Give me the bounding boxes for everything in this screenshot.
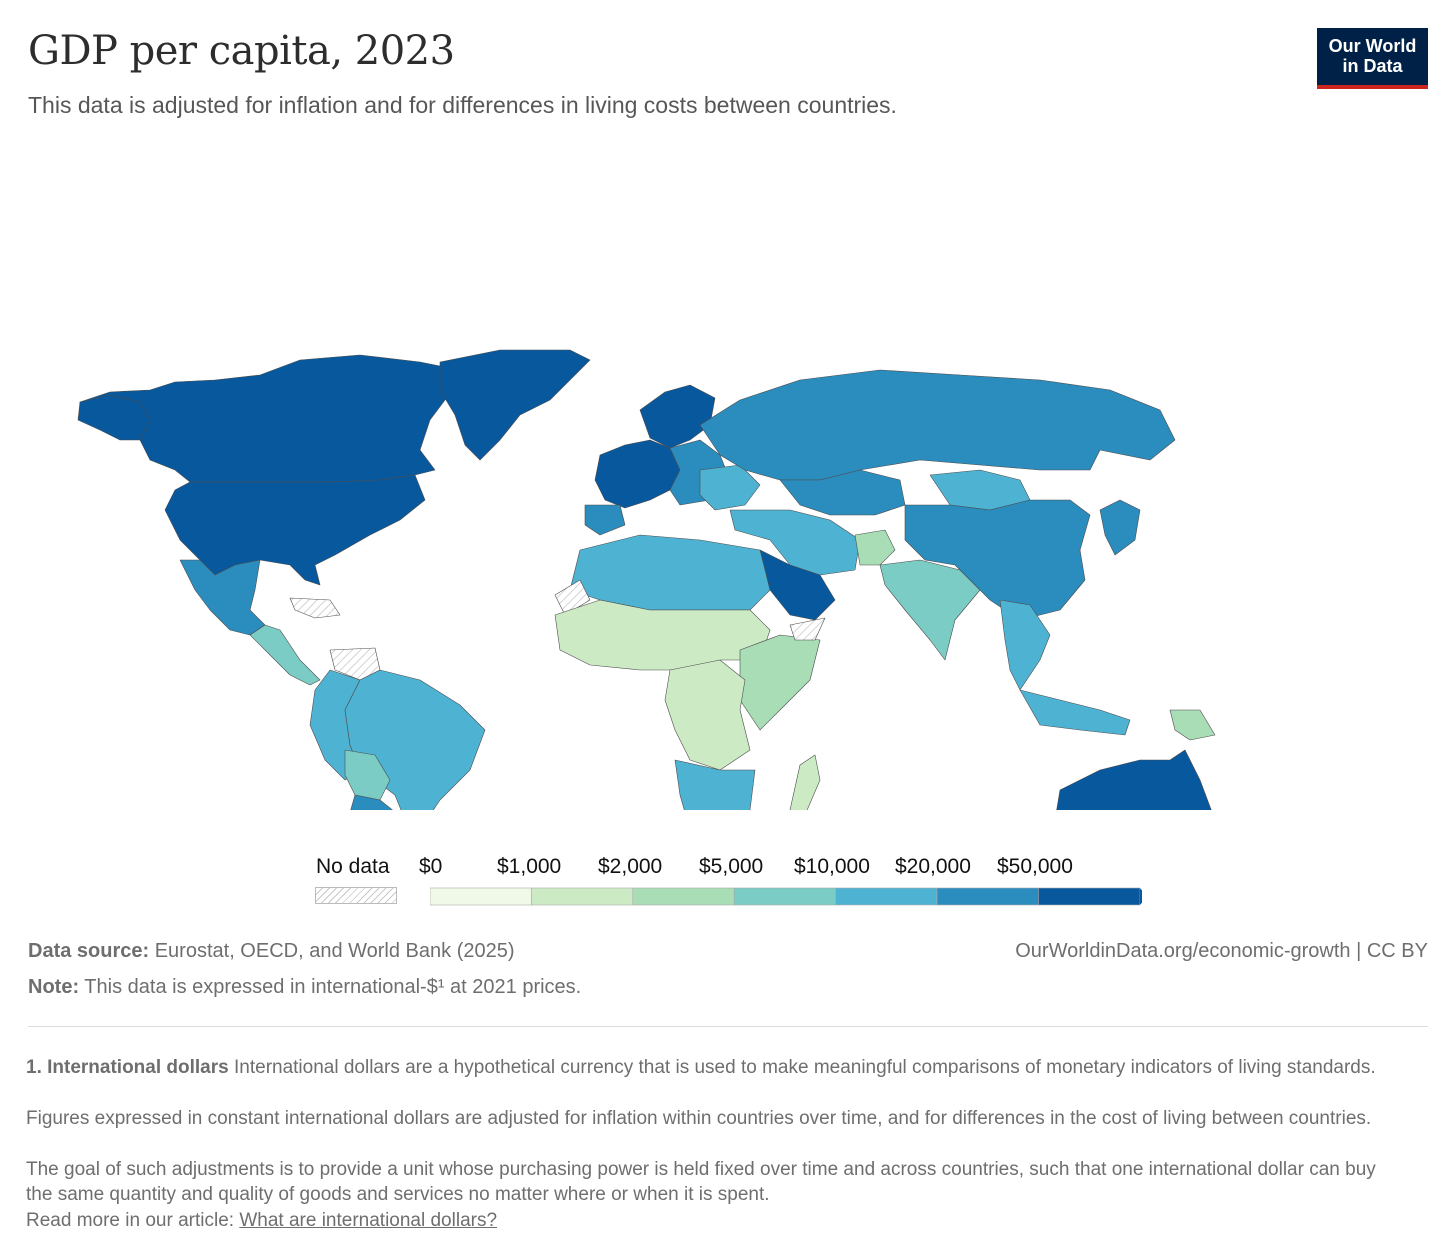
legend-bin-4[interactable] <box>835 887 938 906</box>
country-india[interactable] <box>879 559 981 661</box>
legend-color-bar <box>430 887 1142 906</box>
footnote-paragraph-1: 1. International dollars International d… <box>26 1055 1386 1080</box>
owid-logo[interactable]: Our World in Data <box>1317 28 1428 89</box>
legend-tick-4: $10,000 <box>794 855 870 878</box>
country-southern-africa[interactable] <box>674 759 756 810</box>
country-southeast-asia[interactable] <box>999 599 1051 691</box>
region-western-sahara-nodata[interactable] <box>554 579 591 616</box>
footnote-read-more: Read more in our article: What are inter… <box>26 1208 1386 1233</box>
country-indonesia[interactable] <box>1019 689 1131 736</box>
data-source-text: Eurostat, OECD, and World Bank (2025) <box>149 940 515 962</box>
legend-tick-2: $2,000 <box>598 855 663 878</box>
data-source: Data source: Eurostat, OECD, and World B… <box>28 940 515 963</box>
world-map[interactable] <box>0 170 1456 810</box>
country-png[interactable] <box>1169 709 1216 741</box>
country-scandinavia[interactable] <box>639 384 716 449</box>
legend-tick-1: $1,000 <box>497 855 562 878</box>
legend-tick-3: $5,000 <box>699 855 764 878</box>
chart-subtitle: This data is adjusted for inflation and … <box>28 92 897 118</box>
country-usa[interactable] <box>164 474 426 586</box>
country-western-europe[interactable] <box>594 439 681 509</box>
legend-bin-6[interactable] <box>1038 887 1141 906</box>
country-madagascar[interactable] <box>789 754 821 810</box>
country-north-africa[interactable] <box>569 534 771 611</box>
legend-bin-0[interactable] <box>430 887 532 906</box>
legend-bin-1[interactable] <box>531 887 634 906</box>
chart-title: GDP per capita, 2023 <box>28 28 455 74</box>
country-alaska[interactable] <box>77 394 151 441</box>
country-japan-korea[interactable] <box>1099 499 1141 556</box>
legend-bin-3[interactable] <box>733 887 836 906</box>
legend-overflow-arrow <box>1139 888 1142 905</box>
country-russia[interactable] <box>699 369 1176 481</box>
legend-tick-5: $20,000 <box>895 855 971 878</box>
legend-bin-2[interactable] <box>632 887 735 906</box>
legend-bin-5[interactable] <box>936 887 1039 906</box>
footnote-paragraph-3: The goal of such adjustments is to provi… <box>26 1159 1376 1205</box>
region-caribbean-nodata[interactable] <box>289 597 341 619</box>
country-turkey-iran[interactable] <box>729 509 861 576</box>
country-east-africa[interactable] <box>739 634 821 731</box>
note-label: Note: <box>28 976 80 998</box>
region-somalia-nodata[interactable] <box>789 617 826 641</box>
country-australia[interactable] <box>1055 749 1215 810</box>
legend-tick-0: $0 <box>419 855 443 878</box>
data-source-label: Data source: <box>28 940 150 962</box>
footnote-paragraph-2: Figures expressed in constant internatio… <box>26 1108 1372 1129</box>
international-dollars-link[interactable]: What are international dollars? <box>239 1210 498 1231</box>
legend-tick-6: $50,000 <box>997 855 1073 878</box>
country-saudi-arabia[interactable] <box>759 549 836 621</box>
legend-no-data-swatch[interactable] <box>315 887 397 904</box>
country-sahel[interactable] <box>554 599 771 671</box>
footnote-title: 1. International dollars <box>26 1057 229 1078</box>
country-greenland[interactable] <box>439 349 591 461</box>
country-argentina[interactable] <box>345 794 410 810</box>
country-central-america[interactable] <box>249 624 321 686</box>
country-china[interactable] <box>904 499 1091 621</box>
country-canada[interactable] <box>79 354 471 483</box>
note: Note: This data is expressed in internat… <box>28 976 581 999</box>
country-afghanistan[interactable] <box>854 529 896 566</box>
legend-no-data-label: No data <box>316 855 390 878</box>
credit-link[interactable]: OurWorldinData.org/economic-growth | CC … <box>1015 940 1428 962</box>
country-central-africa[interactable] <box>664 659 751 771</box>
divider <box>28 1026 1428 1027</box>
country-iberia[interactable] <box>584 504 626 536</box>
logo-line-1: Our World <box>1328 36 1417 56</box>
logo-line-2: in Data <box>1342 56 1403 76</box>
read-more-text: Read more in our article: <box>26 1210 240 1231</box>
country-mexico[interactable] <box>179 559 266 636</box>
footnote-text-1: International dollars are a hypothetical… <box>228 1057 1376 1078</box>
note-text: This data is expressed in international-… <box>79 976 582 998</box>
